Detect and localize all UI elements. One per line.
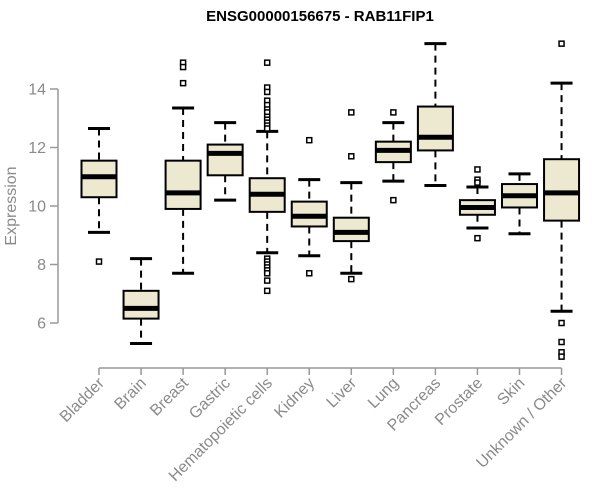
outlier-point [306,270,313,277]
y-axis-label: Expression [3,166,20,245]
iqr-box [416,105,454,152]
box-group-unknown-other [543,40,581,360]
x-tick-label: Skin [494,375,528,409]
outlier-point [348,109,355,116]
outlier-point [390,196,397,204]
x-tick-label: Lung [365,375,402,412]
y-tick-label: 12 [28,140,46,157]
iqr-box [122,289,160,320]
chart-title: ENSG00000156675 - RAB11FIP1 [206,8,434,25]
outlier-point [263,125,271,132]
iqr-box [332,216,370,243]
outlier-point [558,338,565,346]
outlier-point [390,109,397,116]
box-group-bladder [80,126,118,265]
box-group-brain [122,257,160,345]
iqr-box [543,158,581,222]
box-group-breast [164,59,202,275]
y-tick-label: 6 [37,316,46,333]
outlier-point [306,136,313,144]
iqr-box [206,143,244,177]
outlier-point [348,153,355,160]
x-tick-label: Bladder [57,374,108,425]
y-tick-label: 8 [37,257,46,274]
y-tick-label: 10 [28,199,46,216]
outlier-point [474,166,481,173]
box-group-prostate [458,166,496,242]
box-group-gastric [206,121,244,202]
box-group-kidney [290,136,328,277]
box-group-pancreas [416,42,454,188]
outlier-point [474,234,481,242]
x-tick-label: Kidney [271,375,318,422]
box-group-skin [501,172,538,236]
outlier-point [558,353,565,360]
outlier-point [263,287,271,295]
outlier-point [474,179,481,186]
outlier-point [558,40,565,47]
x-tick-label: Breast [147,374,192,419]
outlier-point [263,277,271,284]
outlier-point [558,319,565,327]
x-tick-label: Liver [324,374,361,411]
outlier-point [263,270,271,277]
outlier-point [95,258,103,265]
outlier-point [263,59,271,66]
y-tick-label: 14 [28,82,46,99]
outlier-point [179,79,187,87]
outlier-point [348,275,355,283]
x-tick-label: Brain [111,375,149,413]
box-group-lung [374,109,412,204]
iqr-box [164,159,202,210]
box-group-hematopoietic-cells [248,59,286,295]
box-group-liver [332,109,370,283]
outlier-point [263,88,271,96]
outlier-point [179,63,187,71]
